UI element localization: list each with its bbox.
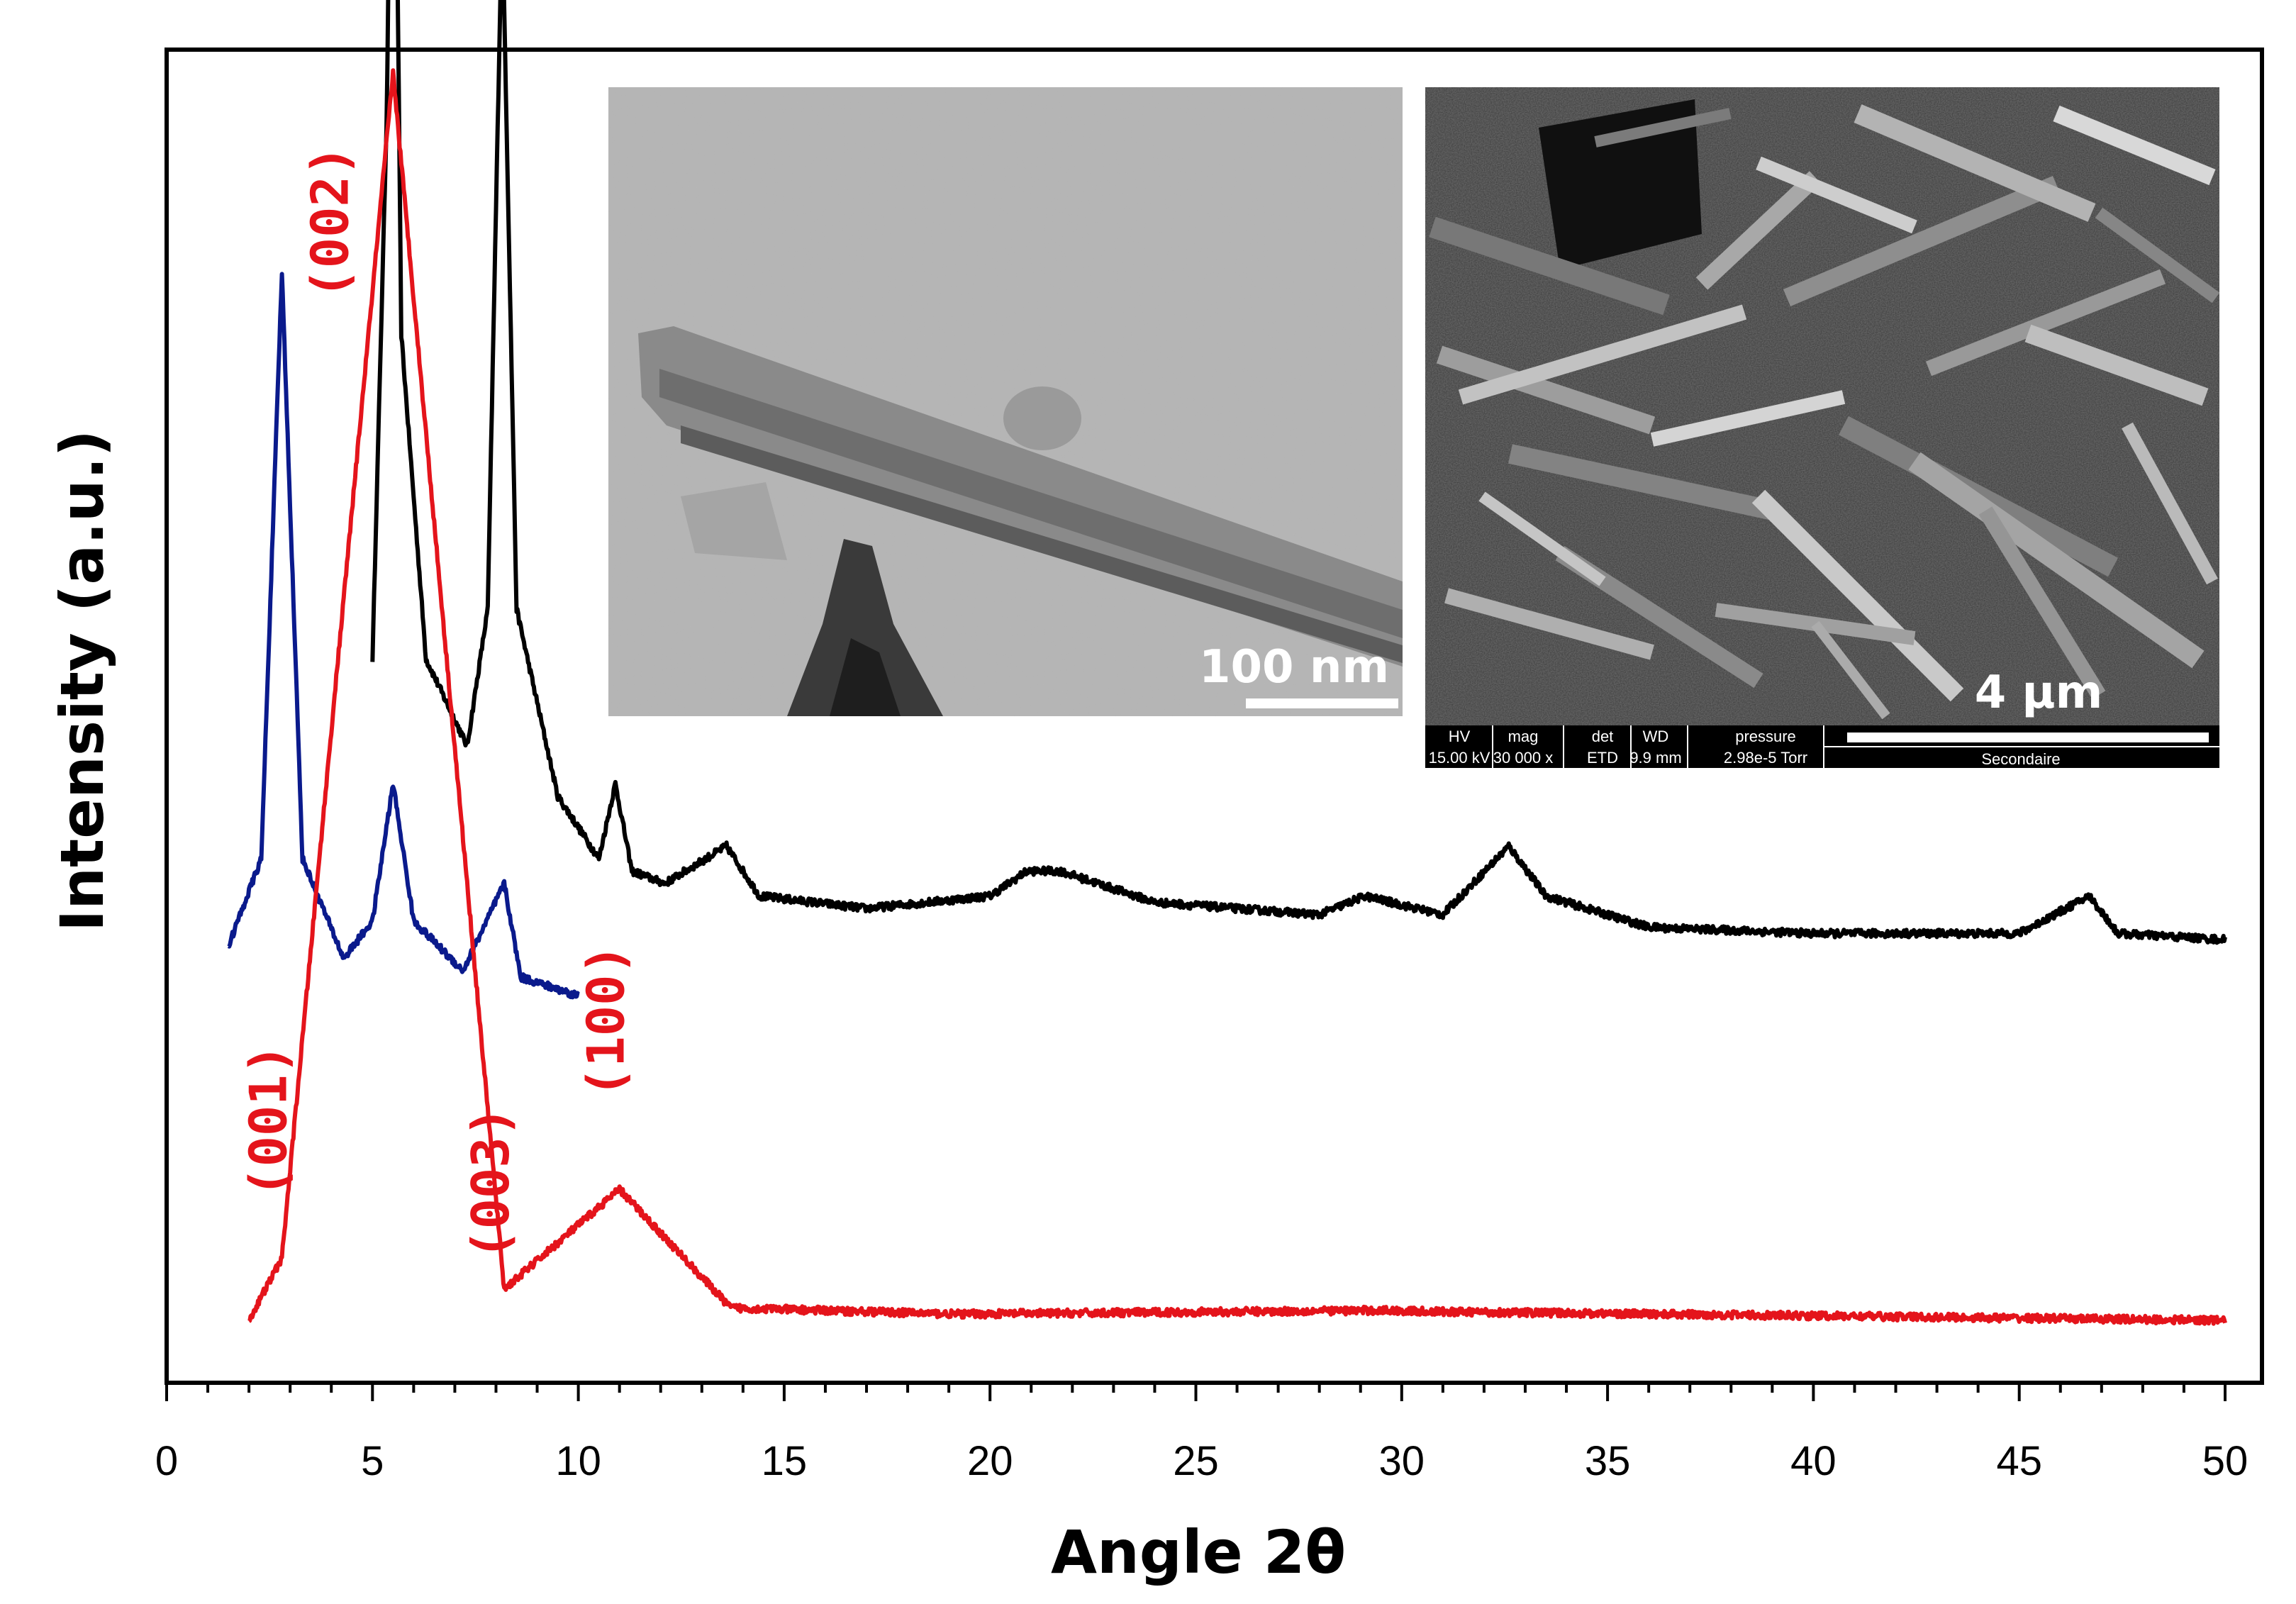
sem-crystal — [1508, 444, 1775, 520]
hkl-annotations: (002) (001) (003) (100) — [238, 145, 635, 1260]
series-line-red — [247, 68, 2227, 1326]
sem-crystal — [2095, 207, 2219, 303]
sem-info-value: 30 000 x — [1493, 749, 1553, 767]
hkl-annotation: (003) — [461, 1106, 520, 1260]
sem-info-value: 9.9 mm — [1629, 749, 1681, 767]
x-tick-labels: 0 5 10 15 20 25 30 35 40 45 50 — [155, 1438, 2248, 1484]
sem-scale-bar — [1847, 733, 2209, 742]
sem-info-header: mag — [1508, 728, 1539, 745]
sem-info-header: HV — [1449, 728, 1471, 745]
plot-frame — [165, 48, 2264, 1385]
x-axis-ticks — [165, 1383, 2227, 1401]
xrd-series — [227, 0, 2227, 1326]
x-tick-label: 0 — [155, 1438, 178, 1484]
sem-inset: HV mag det WD pressure 15.00 kV 30 000 x ETD 9.9… — [1425, 87, 2219, 768]
series-line-blue — [227, 272, 580, 1000]
y-axis-label: Intensity (a.u.) — [48, 430, 117, 932]
x-tick-label: 25 — [1173, 1438, 1219, 1484]
sem-mode-label: Secondaire — [1981, 750, 2060, 768]
sem-crystal — [1478, 491, 1606, 586]
x-tick-label: 30 — [1379, 1438, 1425, 1484]
x-tick-label: 35 — [1585, 1438, 1631, 1484]
sem-info-value: 2.98e-5 Torr — [1724, 749, 1807, 767]
sem-crystal — [1783, 176, 2061, 306]
hkl-annotation: (100) — [576, 944, 635, 1098]
x-tick-label: 15 — [762, 1438, 808, 1484]
sem-crystal — [1925, 269, 2166, 377]
x-tick-label: 50 — [2202, 1438, 2248, 1484]
x-axis-label: Angle 2θ — [1051, 1517, 1346, 1587]
tem-inset: 100 nm — [608, 87, 1403, 716]
sem-crystal — [1811, 620, 1890, 720]
sem-crystal — [1695, 171, 1822, 290]
sem-crystal — [1751, 489, 1964, 702]
sem-crystal — [1458, 304, 1747, 405]
sem-crystal — [2053, 105, 2216, 186]
sem-crystal — [1650, 390, 1846, 447]
sem-crystal — [2122, 422, 2218, 585]
sem-info-header: WD — [1643, 728, 1669, 745]
x-tick-label: 5 — [361, 1438, 384, 1484]
sem-crystals — [1425, 87, 2219, 725]
sem-crystal — [1429, 216, 1670, 316]
tem-nanoribbon — [608, 87, 1403, 716]
sem-info-header: pressure — [1735, 728, 1796, 745]
x-tick-label: 20 — [967, 1438, 1013, 1484]
sem-info-header: det — [1592, 728, 1614, 745]
sem-crystal — [1444, 588, 1654, 660]
sem-crystal — [2024, 324, 2209, 406]
sem-crystal — [1908, 452, 2205, 669]
x-tick-label: 45 — [1996, 1438, 2042, 1484]
x-tick-label: 10 — [555, 1438, 601, 1484]
tem-scale-label: 100 nm — [1199, 641, 1389, 694]
sem-info-value: ETD — [1587, 749, 1618, 767]
series-line-black — [370, 0, 2227, 945]
sem-crystal — [1978, 506, 2106, 699]
x-tick-label: 40 — [1790, 1438, 1837, 1484]
sem-info-value: 15.00 kV — [1429, 749, 1490, 767]
sem-info-table: HV mag det WD pressure 15.00 kV 30 000 x ETD 9.9… — [1429, 725, 1807, 768]
hkl-annotation: (002) — [300, 145, 360, 299]
tem-scale-bar — [1246, 698, 1398, 708]
sem-scale-label: 4 µm — [1975, 667, 2103, 719]
sem-crystal — [1854, 104, 2096, 222]
sem-crystal — [1436, 345, 1656, 435]
sem-crystal — [1594, 108, 1732, 147]
sem-crystal — [1756, 156, 1917, 234]
hkl-annotation: (001) — [238, 1044, 298, 1198]
